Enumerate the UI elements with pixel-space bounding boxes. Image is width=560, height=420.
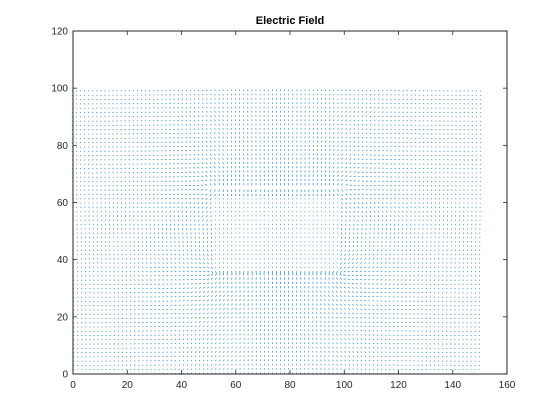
x-tick-label: 40	[176, 380, 188, 391]
y-tick-label: 100	[51, 84, 68, 95]
field-arrows	[71, 89, 482, 375]
chart-title: Electric Field	[256, 15, 324, 27]
y-tick-label: 80	[57, 141, 69, 152]
x-tick-label: 20	[122, 380, 134, 391]
y-axis-ticks: 0 20 40 60 80 100 120	[51, 27, 507, 381]
x-axis-ticks: 0 20 40 60 80 100 120 140 160	[70, 31, 516, 391]
x-tick-label: 140	[444, 380, 461, 391]
field-vectors	[71, 89, 482, 375]
x-tick-label: 160	[499, 380, 516, 391]
y-tick-label: 120	[51, 27, 68, 38]
x-tick-label: 0	[70, 380, 76, 391]
y-tick-label: 0	[62, 370, 68, 381]
y-tick-label: 60	[57, 198, 69, 209]
x-tick-label: 120	[390, 380, 407, 391]
x-tick-label: 100	[336, 380, 353, 391]
x-tick-label: 80	[284, 380, 296, 391]
y-tick-label: 40	[57, 255, 69, 266]
y-tick-label: 20	[57, 312, 69, 323]
x-tick-label: 60	[230, 380, 242, 391]
